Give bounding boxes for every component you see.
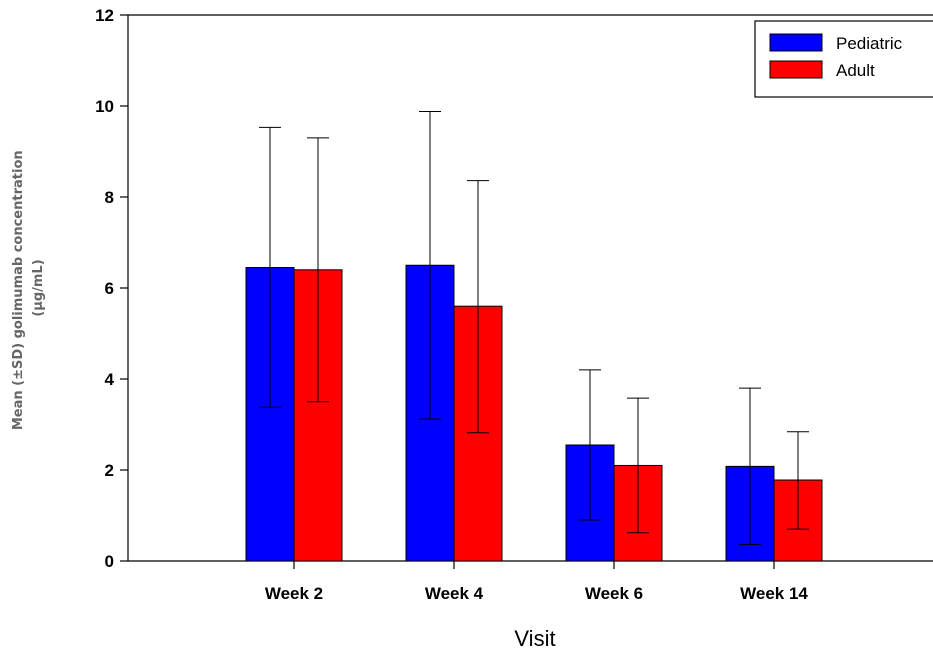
bar-adult-week-4	[453, 305, 503, 562]
y-tick-label: 12	[95, 6, 114, 25]
y-axis-label: Mean (±SD) golimumab concentration (µg/m…	[11, 146, 46, 430]
legend-box	[754, 20, 933, 98]
error-bars	[259, 110, 809, 546]
x-tick-label: Week 6	[585, 584, 643, 603]
x-tick-label: Week 4	[425, 584, 484, 603]
y-tick-label: 8	[105, 188, 114, 207]
y-tick-label: 4	[105, 370, 115, 389]
x-tick-label: Week 14	[740, 584, 808, 603]
legend-label-adult: Adult	[836, 61, 875, 80]
y-tick-label: 2	[105, 461, 114, 480]
y-tick-label: 0	[105, 552, 114, 571]
legend-label-pediatric: Pediatric	[836, 34, 903, 53]
legend-swatch-pediatric	[769, 33, 823, 52]
y-axis-label-line-1: Mean (±SD) golimumab concentration	[11, 150, 26, 430]
legend: Pediatric Adult	[754, 20, 933, 98]
legend-swatch-adult	[769, 60, 823, 79]
y-axis-label-line-2: (µg/mL)	[31, 259, 46, 316]
y-tick-label: 6	[105, 279, 114, 298]
x-ticks: Week 2 Week 4 Week 6 Week 14	[265, 561, 808, 603]
y-tick-label: 10	[95, 97, 114, 116]
bars	[245, 264, 823, 562]
y-ticks: 0 2 4 6 8 10 12	[95, 6, 128, 571]
x-axis-label: Visit	[514, 626, 555, 651]
x-tick-label: Week 2	[265, 584, 323, 603]
